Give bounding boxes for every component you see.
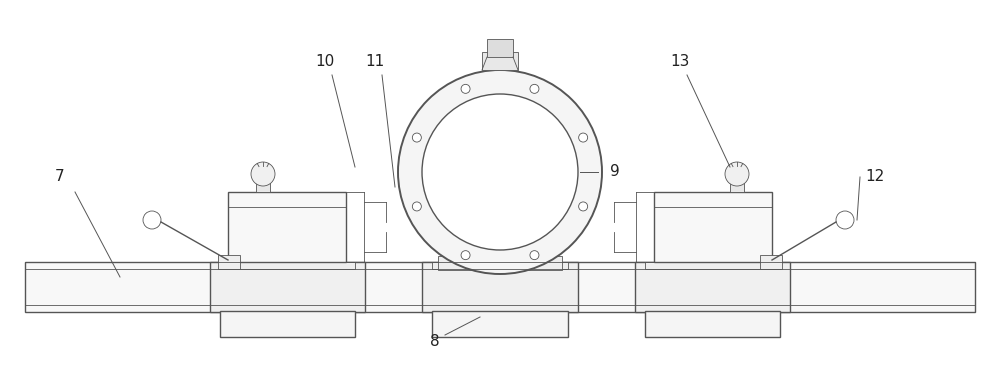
- Text: 12: 12: [865, 170, 885, 185]
- Text: 9: 9: [610, 164, 620, 179]
- Bar: [535, 190, 555, 262]
- Circle shape: [461, 84, 470, 93]
- Bar: [220, 311, 355, 337]
- Bar: [256, 180, 270, 192]
- Text: 8: 8: [430, 334, 440, 349]
- Circle shape: [398, 70, 602, 274]
- Circle shape: [725, 162, 749, 186]
- Text: 7: 7: [55, 170, 65, 185]
- Bar: [210, 262, 365, 312]
- Circle shape: [530, 251, 539, 259]
- Text: 11: 11: [365, 55, 385, 69]
- Bar: [220, 262, 355, 269]
- Bar: [482, 52, 518, 70]
- Bar: [438, 256, 472, 270]
- Circle shape: [461, 251, 470, 259]
- Bar: [445, 190, 555, 200]
- Bar: [645, 311, 780, 337]
- Bar: [218, 255, 240, 269]
- Bar: [487, 39, 513, 57]
- Circle shape: [579, 202, 588, 211]
- Bar: [422, 262, 578, 312]
- Circle shape: [836, 211, 854, 229]
- Bar: [445, 190, 465, 262]
- Circle shape: [579, 133, 588, 142]
- Bar: [730, 180, 744, 192]
- Bar: [635, 262, 790, 312]
- Bar: [654, 192, 772, 262]
- Bar: [528, 256, 562, 270]
- Bar: [228, 192, 346, 262]
- Circle shape: [251, 162, 275, 186]
- Text: 10: 10: [315, 55, 335, 69]
- Bar: [432, 262, 568, 269]
- Bar: [25, 262, 975, 312]
- Bar: [645, 262, 780, 269]
- Bar: [432, 311, 568, 337]
- Circle shape: [143, 211, 161, 229]
- Circle shape: [422, 94, 578, 250]
- Circle shape: [412, 133, 421, 142]
- Circle shape: [412, 202, 421, 211]
- Text: 13: 13: [670, 55, 690, 69]
- Circle shape: [530, 84, 539, 93]
- Bar: [760, 255, 782, 269]
